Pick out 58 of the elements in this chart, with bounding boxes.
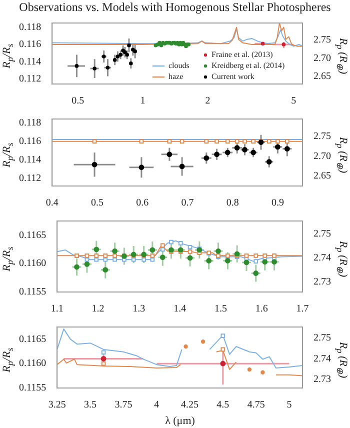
y-tick-label: 0.1155 [18, 382, 46, 394]
x-axis-title: λ (μm) [164, 414, 196, 428]
x-tick-label: 1.3 [132, 304, 146, 315]
y2-tick-label: 2.65 [314, 70, 331, 82]
x-tick-label: 1.6 [255, 304, 268, 315]
x-tick-label: 3.5 [84, 400, 97, 411]
x-tick-label: 1.1 [50, 304, 64, 315]
y2-tick-label: 2.75 [314, 332, 331, 344]
y2-tick-label: 2.75 [314, 131, 331, 142]
y-tick-label: 0.112 [18, 173, 42, 184]
legend-label: Kreidberg et al. (2014) [212, 61, 285, 70]
y-tick-label: 0.112 [18, 73, 42, 84]
legend-label: haze [168, 72, 184, 82]
x-tick-label: 0.8 [226, 198, 239, 209]
y-tick-label: 0.114 [18, 154, 42, 166]
x-tick-label: 0.4 [46, 198, 58, 209]
y-tick-label: 0.1165 [18, 334, 46, 345]
y-tick-label: 0.1160 [18, 358, 46, 370]
x-tick-label: 0.6 [136, 198, 149, 209]
x-tick-label: 3.25 [48, 400, 66, 411]
x-tick-label: 4.5 [216, 400, 230, 411]
x-tick-label: 4 [154, 400, 160, 411]
y-tick-label: 0.1160 [18, 258, 46, 270]
x-tick-label: 2 [205, 96, 210, 107]
y2-tick-label: 2.70 [314, 52, 331, 64]
x-tick-label: 1 [140, 96, 146, 107]
x-tick-label: 4.25 [181, 400, 199, 411]
y-tick-label: 0.116 [18, 136, 42, 147]
y2-tick-label: 2.75 [314, 34, 331, 46]
x-tick-label: 4.75 [247, 400, 265, 411]
y2-tick-label: 2.74 [314, 252, 331, 264]
legend-label: Current work [212, 72, 254, 82]
y-tick-label: 0.1165 [18, 230, 46, 241]
x-tick-label: 1.2 [92, 304, 104, 315]
legend-label: Fraine et al. (2013) [212, 50, 274, 60]
x-tick-label: 0.5 [72, 96, 84, 107]
x-tick-label: 1.5 [214, 304, 227, 315]
y-tick-label: 0.116 [18, 39, 42, 50]
y-tick-label: 0.114 [18, 56, 42, 68]
y2-tick-label: 2.73 [314, 276, 331, 288]
y-tick-label: 0.118 [18, 22, 42, 33]
y2-tick-label: 2.75 [314, 228, 331, 240]
x-tick-label: 1.4 [174, 304, 186, 315]
y2-tick-label: 2.74 [314, 353, 331, 364]
y2-tick-label: 2.73 [314, 374, 331, 385]
y2-tick-label: 2.70 [314, 150, 331, 162]
x-tick-label: 3.75 [114, 400, 132, 411]
x-tick-label: 5 [286, 400, 292, 411]
x-tick-label: 0.9 [271, 198, 284, 209]
x-tick-label: 1.7 [296, 304, 309, 315]
y-tick-label: 0.1155 [18, 286, 46, 298]
x-tick-label: 0.7 [181, 198, 194, 209]
chart-title: Observations vs. Models with Homogenous Stellar Photospheres [18, 0, 332, 14]
y-tick-label: 0.118 [18, 117, 42, 128]
legend-label: clouds [168, 61, 190, 70]
y2-tick-label: 2.65 [314, 170, 331, 182]
x-tick-label: 5 [291, 96, 296, 107]
x-tick-label: 0.5 [90, 198, 104, 209]
